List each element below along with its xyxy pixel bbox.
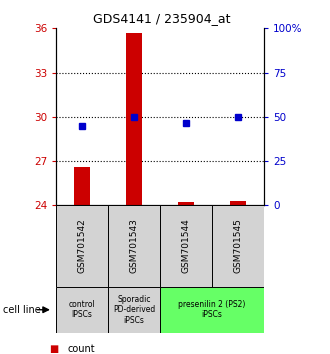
Text: GDS4141 / 235904_at: GDS4141 / 235904_at xyxy=(93,12,230,25)
Bar xyxy=(212,205,264,287)
Bar xyxy=(56,287,108,333)
Text: GSM701542: GSM701542 xyxy=(78,219,86,273)
Text: presenilin 2 (PS2)
iPSCs: presenilin 2 (PS2) iPSCs xyxy=(178,300,246,319)
Bar xyxy=(74,167,90,205)
Bar xyxy=(160,205,212,287)
Text: count: count xyxy=(68,344,95,354)
Text: GSM701545: GSM701545 xyxy=(234,218,243,274)
Text: cell line: cell line xyxy=(3,305,41,315)
Text: control
IPSCs: control IPSCs xyxy=(69,300,95,319)
Text: Sporadic
PD-derived
iPSCs: Sporadic PD-derived iPSCs xyxy=(113,295,155,325)
Bar xyxy=(230,201,246,205)
Bar xyxy=(108,205,160,287)
Text: ■: ■ xyxy=(50,344,59,354)
Bar xyxy=(108,287,160,333)
Bar xyxy=(178,202,194,205)
Bar xyxy=(160,287,264,333)
Text: GSM701543: GSM701543 xyxy=(130,218,139,274)
Bar xyxy=(56,205,108,287)
Bar xyxy=(126,33,142,205)
Text: GSM701544: GSM701544 xyxy=(182,219,190,273)
